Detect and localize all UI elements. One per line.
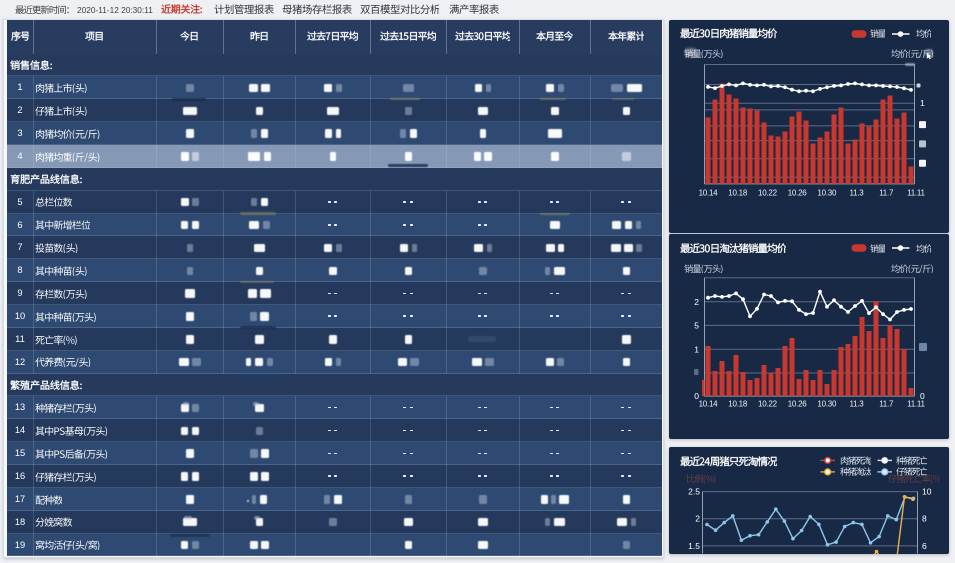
- svg-text:1: 1: [694, 344, 699, 354]
- svg-text:10.18: 10.18: [728, 188, 748, 197]
- svg-text:10.14: 10.14: [699, 188, 719, 197]
- svg-text:10.14: 10.14: [699, 399, 719, 408]
- svg-text:11.3: 11.3: [850, 399, 865, 408]
- svg-text:10.22: 10.22: [758, 188, 778, 197]
- svg-text:11.7: 11.7: [879, 399, 894, 408]
- svg-text:10.30: 10.30: [817, 399, 837, 408]
- svg-text:10.30: 10.30: [817, 188, 837, 197]
- svg-text:0: 0: [694, 391, 699, 401]
- svg-text:0: 0: [920, 391, 925, 401]
- svg-text:1.5: 1.5: [688, 541, 700, 551]
- svg-text:10: 10: [922, 487, 932, 497]
- svg-text:10.22: 10.22: [758, 399, 778, 408]
- svg-text:1: 1: [920, 98, 925, 108]
- svg-text:11.11: 11.11: [907, 188, 925, 197]
- svg-text:6: 6: [922, 541, 927, 551]
- svg-text:10.26: 10.26: [788, 399, 808, 408]
- svg-text:11.11: 11.11: [907, 399, 925, 408]
- svg-text:2: 2: [695, 514, 700, 524]
- svg-text:10.18: 10.18: [728, 399, 748, 408]
- svg-text:11.7: 11.7: [879, 188, 894, 197]
- svg-text:8: 8: [922, 514, 927, 524]
- svg-text:2: 2: [694, 297, 699, 307]
- svg-text:5: 5: [694, 320, 699, 330]
- svg-text:2.5: 2.5: [688, 487, 700, 497]
- svg-text:11.3: 11.3: [850, 188, 865, 197]
- svg-text:10.26: 10.26: [788, 188, 808, 197]
